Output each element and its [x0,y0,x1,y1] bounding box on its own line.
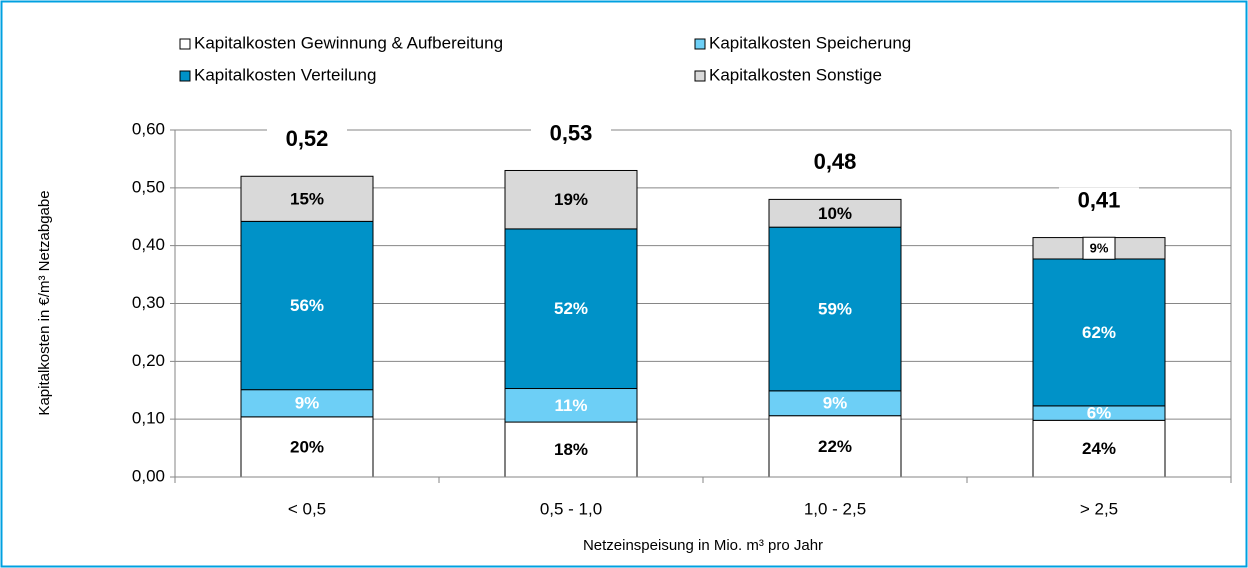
bar-segment [240,220,374,391]
bar-segment [768,198,902,228]
bar-segment [240,416,374,478]
y-tick-label: 0,30 [132,293,165,312]
segment-label: 24% [1082,439,1116,458]
bar-segment [240,175,374,222]
total-label-bg [795,149,875,178]
segment-label: 9% [823,394,848,413]
segment-label: 20% [290,437,324,456]
bar-segment [768,390,902,417]
y-tick-label: 0,20 [132,351,165,370]
y-tick-label: 0,10 [132,409,165,428]
segment-label: 52% [554,299,588,318]
legend-label: Kapitalkosten Gewinnung & Aufbereitung [194,33,503,52]
x-tick-label: 0,5 - 1,0 [540,499,602,518]
x-tick-label: > 2,5 [1080,499,1118,518]
legend-swatch [694,38,706,50]
bar-segment [1032,258,1166,407]
x-tick-label: < 0,5 [288,499,326,518]
legend-label: Kapitalkosten Verteilung [194,65,376,84]
legend-swatch [694,70,706,82]
segment-label: 9% [1090,241,1109,256]
total-label: 0,52 [286,126,329,151]
segment-label: 18% [554,440,588,459]
bar-segment [240,389,374,418]
segment-label: 22% [818,437,852,456]
segment-label: 9% [295,394,320,413]
total-label-bg [1059,187,1139,216]
label-box [1082,236,1116,260]
segment-label: 62% [1082,323,1116,342]
total-label: 0,53 [550,120,593,145]
bar-segment [504,421,638,478]
total-label-bg [531,120,611,149]
bar-segment [768,226,902,392]
legend-swatch [179,38,191,50]
total-label-bg [267,126,347,155]
total-label: 0,41 [1078,187,1121,212]
y-tick-label: 0,40 [132,235,165,254]
y-axis-title: Kapitalkosten in €/m³ Netzabgabe [36,190,53,415]
x-axis-title: Netzeinspeisung in Mio. m³ pro Jahr [583,537,823,554]
segment-label: 19% [554,190,588,209]
legend-swatch [179,70,191,82]
segment-label: 11% [554,396,587,415]
total-label: 0,48 [814,149,857,174]
bar-segment [504,169,638,230]
legend-label: Kapitalkosten Sonstige [709,65,882,84]
y-tick-label: 0,00 [132,466,165,485]
segment-label: 6% [1087,404,1112,423]
y-tick-label: 0,60 [132,119,165,138]
segment-label: 59% [818,299,852,318]
segment-label: 15% [290,189,324,208]
y-tick-label: 0,50 [132,177,165,196]
x-tick-label: 1,0 - 2,5 [804,499,866,518]
segment-label: 56% [290,296,324,315]
bar-segment [768,415,902,478]
bar-segment [504,228,638,390]
segment-label: 10% [818,204,852,223]
legend-label: Kapitalkosten Speicherung [709,33,911,52]
